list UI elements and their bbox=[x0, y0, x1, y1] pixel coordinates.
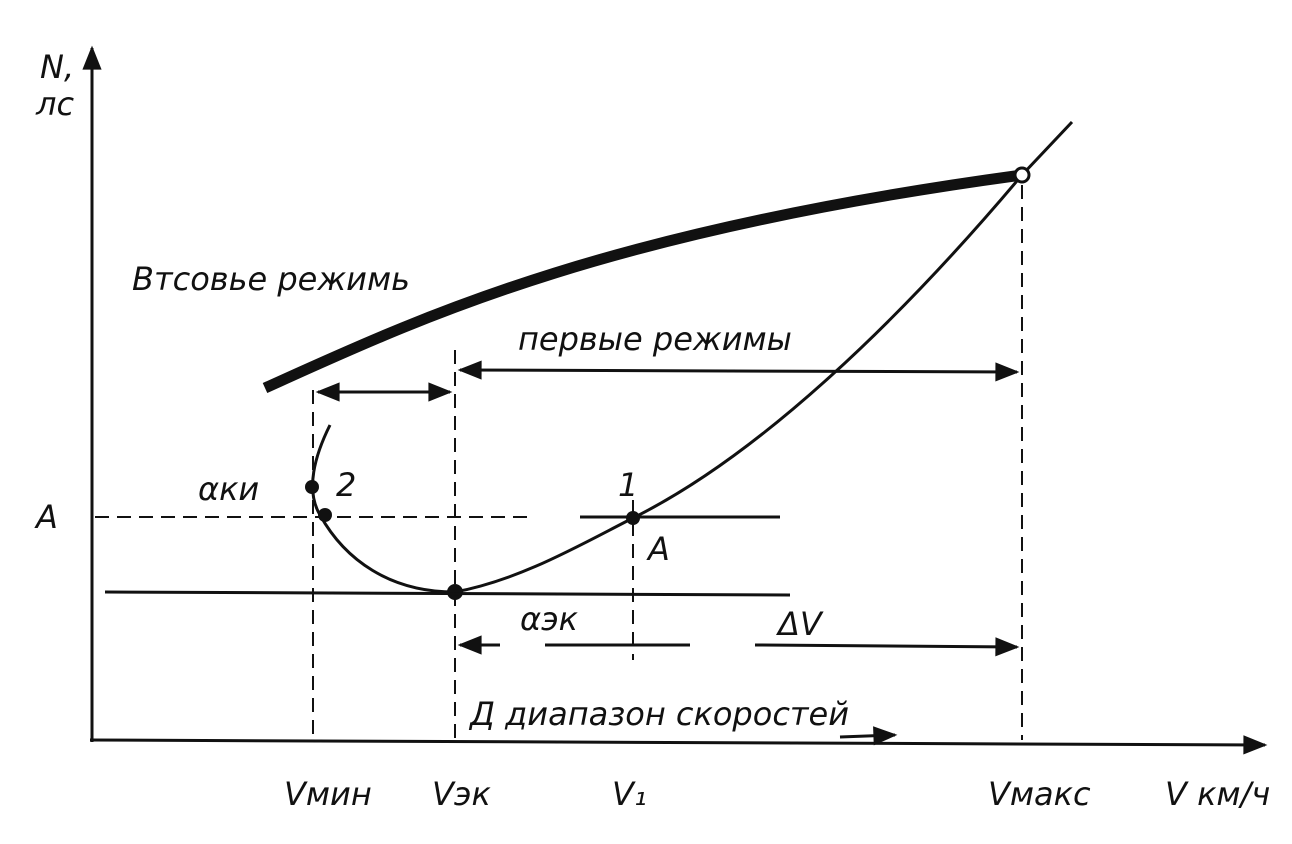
curve-label: Втсовье режимь bbox=[132, 260, 410, 298]
x-mark-label: Vэк bbox=[432, 775, 491, 813]
x-mark-label: V₁ bbox=[612, 775, 647, 813]
curve-label: первые режимы bbox=[518, 320, 792, 358]
dimension-arrow bbox=[754, 637, 1020, 657]
annotation: A bbox=[34, 498, 58, 536]
range-arrow bbox=[839, 726, 898, 746]
level-line bbox=[104, 590, 791, 597]
point bbox=[318, 508, 332, 522]
annotation: Д диапазон скоростей bbox=[468, 695, 849, 733]
x-mark-label: Vмакс bbox=[988, 775, 1091, 813]
x-axis-label: V км/ч bbox=[1165, 775, 1270, 813]
annotation: αэк bbox=[520, 600, 579, 638]
y-axis-label: N, bbox=[40, 48, 74, 86]
x-axis bbox=[89, 735, 1268, 755]
annotation: 1 bbox=[618, 466, 638, 504]
x-mark-label: Vмин bbox=[284, 775, 372, 813]
second-mode-curve bbox=[262, 169, 1023, 394]
annotation: A bbox=[646, 530, 670, 568]
annotation: ΔV bbox=[775, 605, 824, 643]
annotation: αки bbox=[198, 470, 259, 508]
dimension-arrow bbox=[457, 360, 1020, 382]
open-point bbox=[1013, 166, 1031, 184]
y-axis-unit: лс bbox=[35, 85, 74, 123]
annotation: 2 bbox=[336, 466, 356, 504]
